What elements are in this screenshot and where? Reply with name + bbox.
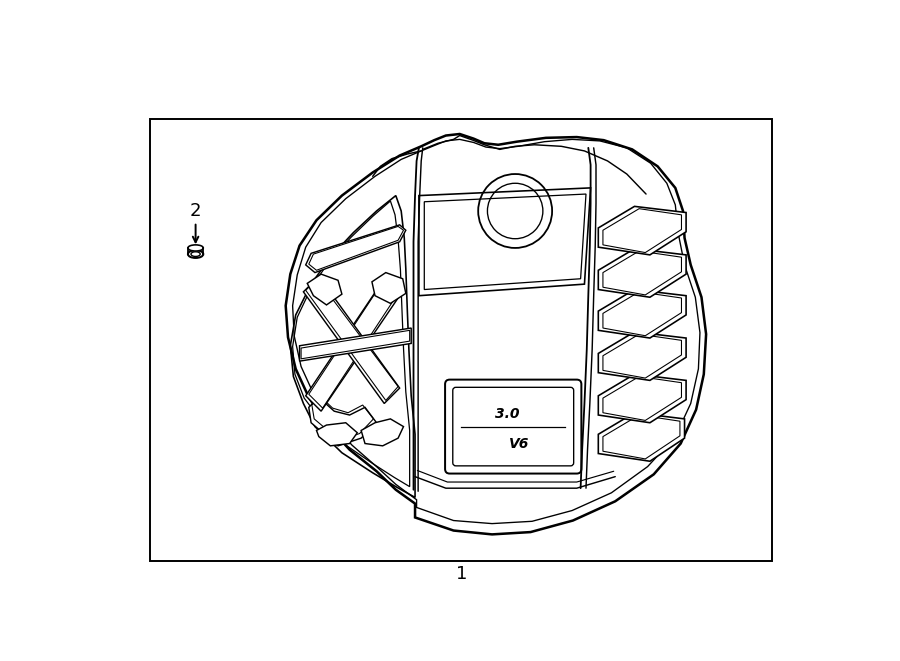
Polygon shape — [300, 328, 411, 361]
Polygon shape — [598, 332, 686, 380]
Polygon shape — [309, 397, 376, 446]
Polygon shape — [598, 290, 686, 338]
Ellipse shape — [188, 245, 203, 251]
FancyBboxPatch shape — [446, 379, 581, 473]
Polygon shape — [598, 374, 686, 423]
Polygon shape — [418, 188, 590, 295]
Polygon shape — [361, 419, 403, 446]
Polygon shape — [306, 279, 400, 411]
Text: 3.0: 3.0 — [495, 407, 519, 421]
FancyBboxPatch shape — [453, 387, 573, 466]
Ellipse shape — [188, 251, 203, 258]
Polygon shape — [317, 423, 357, 446]
Polygon shape — [598, 206, 686, 255]
Text: 1: 1 — [455, 565, 467, 584]
Text: 2: 2 — [190, 202, 202, 220]
Polygon shape — [285, 134, 706, 534]
Polygon shape — [598, 412, 685, 461]
Polygon shape — [598, 249, 686, 297]
Polygon shape — [372, 272, 406, 303]
Polygon shape — [307, 274, 342, 305]
Polygon shape — [306, 225, 406, 272]
Text: V6: V6 — [509, 436, 530, 451]
Polygon shape — [303, 276, 400, 403]
Ellipse shape — [191, 252, 200, 256]
Bar — [150, 118, 772, 561]
